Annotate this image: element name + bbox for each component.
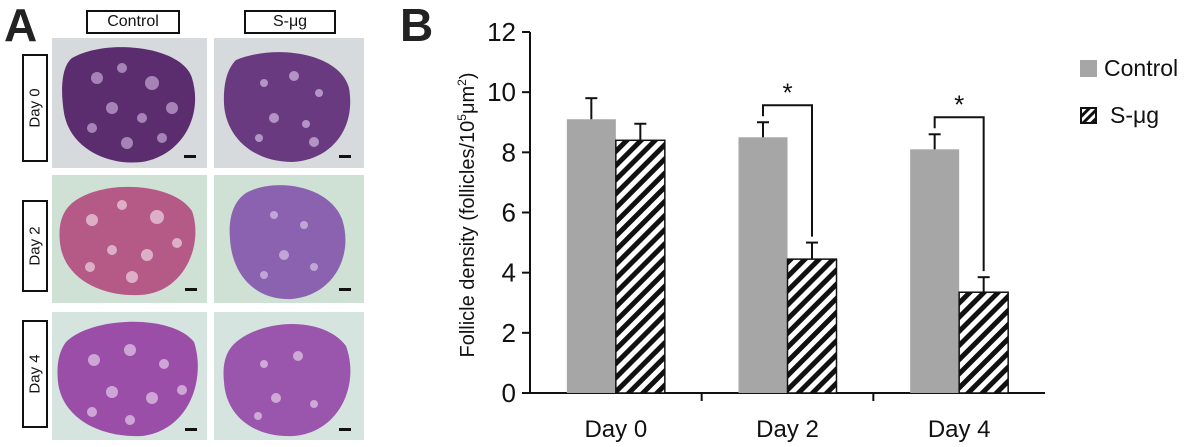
bar-s-g-day-2 [786, 258, 838, 394]
row-label-day-4: Day 4 [22, 320, 48, 428]
bar-s-g-day-0 [615, 139, 666, 394]
significance-star: * [954, 89, 964, 119]
x-tick-label: Day 0 [584, 416, 647, 443]
y-tick-label: 10 [487, 77, 516, 107]
micrograph-s-ug-day-4 [214, 312, 364, 440]
x-tick-label: Day 4 [928, 416, 991, 443]
y-tick-label: 2 [502, 318, 516, 348]
y-tick-label: 8 [502, 137, 516, 167]
x-tick-label: Day 2 [756, 416, 819, 443]
bar-s-g-day-4 [958, 291, 1009, 394]
bar-control-day-0 [566, 119, 616, 393]
bar-control-day-2 [738, 137, 788, 393]
column-label-control: Control [86, 10, 180, 34]
panel-a-letter: A [4, 0, 38, 51]
micrograph-control-day-0 [52, 38, 207, 168]
y-axis-label: Follicle density (follicles/105μm2) [455, 73, 479, 358]
y-tick-label: 0 [502, 378, 516, 408]
bar-control-day-4 [910, 149, 960, 393]
row-label-day-2: Day 2 [22, 200, 48, 292]
micrograph-s-ug-day-0 [214, 38, 364, 168]
y-tick-label: 4 [502, 258, 516, 288]
micrograph-s-ug-day-2 [214, 175, 364, 303]
micrograph-control-day-4 [52, 312, 207, 440]
significance-star: * [782, 77, 792, 107]
column-label-s-ug: S-μg [244, 10, 336, 34]
significance-bracket [762, 104, 813, 237]
panel-b-letter: B [400, 0, 434, 51]
y-tick-label: 12 [487, 17, 516, 47]
legend-label-control: Control [1104, 55, 1179, 81]
y-tick-label: 6 [502, 198, 516, 228]
significance-bracket [933, 116, 985, 272]
legend-label-s-ug: S-μg [1110, 102, 1160, 128]
micrograph-control-day-2 [52, 175, 207, 303]
row-label-day-0: Day 0 [22, 54, 48, 162]
legend-swatch-control [1080, 60, 1097, 77]
legend-swatch-s-ug [1080, 107, 1097, 124]
